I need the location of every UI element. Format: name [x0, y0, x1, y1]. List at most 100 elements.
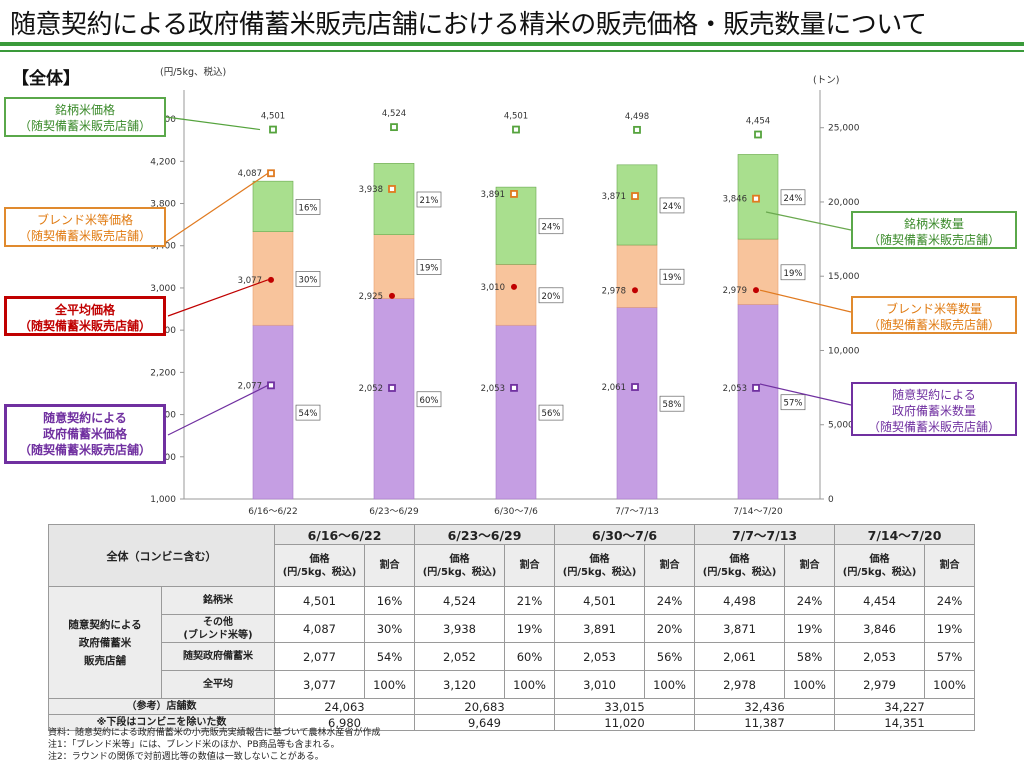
price-label-avg: 3,010: [481, 283, 505, 293]
share-label-box: [295, 404, 321, 421]
title-underline-thin: [0, 50, 1024, 52]
price-cell: 2,052: [414, 642, 506, 671]
bar-segment-gov: [373, 298, 415, 500]
price-cell: 4,501: [554, 586, 646, 615]
share-label: 21%: [420, 196, 439, 206]
table-row: 随意契約による 政府備蓄米 販売店舗 銘柄米 4,501 16% 4,524 21% 4,501…: [48, 586, 976, 699]
bar-segment-blend: [495, 264, 537, 326]
callout-line: 政府備蓄米数量: [891, 404, 976, 418]
callout-line: 随意契約による: [892, 388, 976, 402]
header-line: (円/5kg、税込): [282, 566, 357, 578]
right-axis-tick-label: 25,000: [828, 124, 860, 134]
price-label-blend: 3,846: [723, 195, 747, 205]
row-label: 全平均: [161, 670, 275, 699]
header-line: (円/5kg、税込): [422, 566, 497, 578]
price-label-blend: 4,087: [238, 169, 262, 179]
callout-line: 銘柄米数量: [903, 217, 964, 231]
callout-line: 銘柄米価格: [54, 103, 115, 117]
left-axis-tick-label: 3,800: [150, 200, 176, 210]
share-cell: 100%: [784, 670, 836, 699]
price-marker-blend: [631, 192, 639, 200]
callout-brand-quantity: 銘柄米数量 （随契備蓄米販売店舗）: [851, 211, 1017, 249]
price-cell: 4,524: [414, 586, 506, 615]
page-title: 随意契約による政府備蓄米販売店舗における精米の販売価格・販売数量について: [10, 10, 927, 40]
x-axis-category-label: 6/23～6/29: [369, 507, 419, 517]
right-axis-label: (トン): [813, 75, 839, 86]
price-marker-avg: [268, 276, 274, 283]
share-label: 16%: [299, 203, 318, 213]
price-cell: 4,454: [834, 586, 926, 615]
store-count-cell: 20,683: [414, 698, 556, 715]
price-column-header: 価格 (円/5kg、税込): [414, 544, 506, 587]
header-line: (円/5kg、税込): [702, 566, 777, 578]
price-cell: 2,061: [694, 642, 786, 671]
x-axis-category-label: 6/30～7/6: [494, 507, 538, 517]
price-label-avg: 3,077: [238, 276, 262, 286]
price-marker-gov: [752, 383, 760, 392]
right-axis-tick-label: 20,000: [828, 198, 860, 208]
callout-line: ブレンド米等数量: [885, 302, 982, 316]
callout-line: （随契備蓄米販売店舗）: [18, 229, 151, 243]
callout-line: （随契備蓄米販売店舗）: [867, 233, 1000, 247]
bar-segment-brand: [616, 164, 658, 246]
share-label-box: [416, 259, 442, 275]
share-cell: 24%: [784, 586, 836, 615]
row-label-line: その他: [203, 616, 233, 628]
price-label-gov: 2,052: [359, 384, 383, 394]
store-count-excl-cell: 6,980: [273, 714, 416, 731]
price-label-brand: 4,524: [382, 109, 406, 119]
share-cell: 20%: [644, 614, 696, 643]
price-cell: 3,871: [694, 614, 786, 643]
callout-gov-quantity: 随意契約による 政府備蓄米数量 （随契備蓄米販売店舗）: [851, 382, 1017, 436]
price-label-avg: 2,925: [359, 292, 383, 302]
price-marker-gov: [388, 384, 396, 392]
price-marker-brand: [512, 125, 520, 134]
callout-line: （随契備蓄米販売店舗）: [867, 420, 1000, 434]
share-column-header: 割合: [504, 544, 556, 587]
share-cell: 57%: [924, 642, 976, 671]
row-group-label: 随意契約による 政府備蓄米 販売店舗: [48, 586, 162, 699]
price-cell: 4,501: [274, 586, 365, 615]
price-label-brand: 4,501: [261, 112, 285, 122]
leader-average-price: [167, 279, 269, 317]
share-label: 60%: [420, 396, 439, 406]
share-cell: 58%: [784, 642, 836, 671]
bar-segment-blend: [737, 238, 779, 305]
callout-line: 政府備蓄米価格: [42, 427, 127, 441]
price-marker-blend: [388, 185, 396, 193]
price-marker-blend: [510, 190, 518, 198]
price-cell: 3,938: [414, 614, 506, 643]
week-header: 6/30～7/6: [554, 524, 696, 545]
share-label-box: [780, 189, 806, 206]
price-marker-blend: [267, 169, 275, 178]
share-label: 19%: [420, 264, 439, 274]
header-line: 価格: [449, 553, 470, 565]
price-label-brand: 4,454: [746, 117, 770, 127]
header-line: (円/5kg、税込): [842, 566, 917, 578]
price-marker-gov: [510, 383, 518, 392]
callout-brand-price: 銘柄米価格 （随契備蓄米販売店舗）: [4, 97, 166, 137]
store-count-label: （参考）店舗数: [48, 698, 275, 715]
share-label: 19%: [784, 269, 803, 279]
store-count-cell: 34,227: [834, 698, 976, 715]
price-quantity-chart: 1,0001,4001,8002,2002,6003,0003,4003,800…: [150, 66, 860, 517]
share-label-box: [538, 404, 564, 421]
share-label-box: [538, 287, 564, 304]
left-axis-label: (円/5kg、税込): [160, 66, 226, 78]
callout-line: （随契備蓄米販売店舗）: [867, 318, 1000, 332]
row-label: 銘柄米: [161, 586, 275, 615]
share-label-box: [659, 268, 685, 285]
price-label-gov: 2,077: [238, 381, 262, 391]
share-label-box: [659, 197, 685, 214]
share-label-box: [416, 191, 442, 208]
store-count-cell: 32,436: [694, 698, 836, 715]
row-label: その他 (ブレンド米等): [161, 614, 275, 643]
price-cell: 3,846: [834, 614, 926, 643]
price-label-gov: 2,061: [602, 383, 626, 393]
callout-gov-price: 随意契約による 政府備蓄米価格 （随契備蓄米販売店舗）: [4, 404, 166, 464]
share-label: 24%: [542, 223, 561, 233]
header-line: (円/5kg、税込): [562, 566, 637, 578]
week-header: 6/23～6/29: [414, 524, 556, 545]
store-count-cell: 33,015: [554, 698, 696, 715]
store-count-cell: 24,063: [273, 698, 416, 715]
